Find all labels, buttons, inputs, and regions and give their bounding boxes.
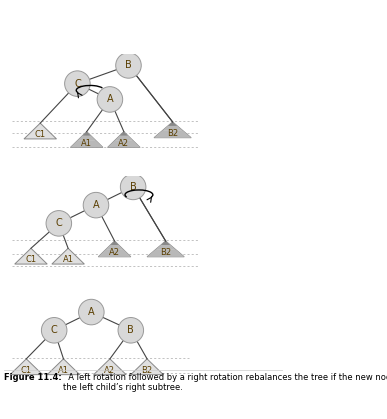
Text: A2: A2 xyxy=(118,139,129,147)
Text: A1: A1 xyxy=(63,255,74,264)
Ellipse shape xyxy=(97,87,123,112)
Text: A: A xyxy=(106,94,113,104)
Polygon shape xyxy=(78,132,96,140)
Polygon shape xyxy=(52,248,84,264)
Text: B2: B2 xyxy=(160,248,171,257)
Polygon shape xyxy=(154,122,191,138)
Text: A: A xyxy=(92,200,99,210)
Polygon shape xyxy=(161,241,170,245)
Ellipse shape xyxy=(116,53,141,78)
Polygon shape xyxy=(131,359,163,375)
Polygon shape xyxy=(108,132,140,147)
Polygon shape xyxy=(120,132,128,136)
Polygon shape xyxy=(108,140,140,147)
Text: A: A xyxy=(88,307,95,317)
Text: A2: A2 xyxy=(109,248,120,257)
Ellipse shape xyxy=(120,174,146,200)
Ellipse shape xyxy=(46,211,72,236)
Text: A1: A1 xyxy=(81,139,92,147)
Polygon shape xyxy=(98,241,131,257)
Text: B: B xyxy=(127,325,134,335)
Polygon shape xyxy=(98,250,131,257)
Polygon shape xyxy=(47,359,80,375)
Polygon shape xyxy=(70,140,103,147)
Text: A1: A1 xyxy=(58,366,69,375)
Ellipse shape xyxy=(83,192,109,218)
Text: A2: A2 xyxy=(104,366,115,375)
Text: C: C xyxy=(51,325,58,335)
Polygon shape xyxy=(115,132,133,140)
Text: B: B xyxy=(125,60,132,70)
Polygon shape xyxy=(24,123,57,139)
Polygon shape xyxy=(94,359,126,375)
Polygon shape xyxy=(156,241,176,250)
Text: C1: C1 xyxy=(21,366,32,375)
Polygon shape xyxy=(168,122,177,126)
Polygon shape xyxy=(10,359,43,375)
Text: B: B xyxy=(130,182,137,192)
Text: B2: B2 xyxy=(142,366,152,375)
Polygon shape xyxy=(106,241,123,250)
Polygon shape xyxy=(147,241,184,257)
Polygon shape xyxy=(15,248,47,264)
Text: Figure 11.4:: Figure 11.4: xyxy=(4,373,62,382)
Text: C: C xyxy=(74,79,81,89)
Ellipse shape xyxy=(118,318,144,343)
Ellipse shape xyxy=(79,299,104,325)
Polygon shape xyxy=(147,250,184,257)
Polygon shape xyxy=(154,131,191,138)
Polygon shape xyxy=(163,122,183,131)
Polygon shape xyxy=(111,241,118,245)
Text: C: C xyxy=(55,218,62,228)
Text: B2: B2 xyxy=(167,129,178,138)
Ellipse shape xyxy=(65,71,90,96)
Text: C1: C1 xyxy=(35,130,46,139)
Ellipse shape xyxy=(41,318,67,343)
Text: A left rotation followed by a right rotation rebalances the tree if the new node: A left rotation followed by a right rota… xyxy=(63,373,387,392)
Polygon shape xyxy=(70,132,103,147)
Polygon shape xyxy=(83,132,91,136)
Text: C1: C1 xyxy=(26,255,36,264)
